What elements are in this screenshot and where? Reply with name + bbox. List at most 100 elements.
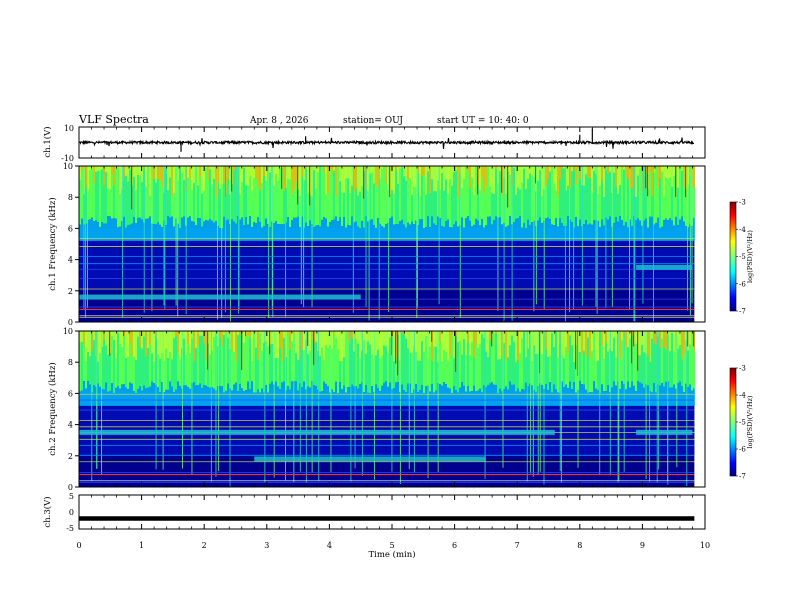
spectrogram-column bbox=[679, 166, 682, 220]
spectrogram-high-energy bbox=[353, 166, 355, 192]
spectrogram-transition bbox=[575, 217, 577, 241]
spectrogram-high-energy bbox=[393, 331, 395, 362]
spectrogram-transition bbox=[485, 387, 487, 406]
spectrogram-transition bbox=[353, 222, 355, 241]
spectrogram-transition bbox=[141, 390, 143, 406]
spectrogram-transition bbox=[171, 216, 173, 241]
spectrogram-column bbox=[473, 166, 476, 225]
spectrogram-column bbox=[353, 166, 356, 223]
spectrogram-transition bbox=[371, 386, 373, 406]
spectrogram-transition bbox=[487, 216, 489, 241]
spectrogram-high-energy bbox=[693, 166, 695, 188]
spectrogram-column bbox=[279, 166, 282, 225]
spectrogram-transition bbox=[227, 383, 229, 406]
spectrogram-transition bbox=[545, 217, 547, 241]
spectrogram-transition bbox=[541, 385, 543, 406]
spectrogram-high-energy bbox=[173, 166, 175, 194]
spectrogram-high-energy bbox=[79, 331, 81, 343]
spectrogram-high-energy bbox=[505, 331, 507, 361]
spectrogram-transition bbox=[453, 386, 455, 406]
spectrogram-column bbox=[101, 166, 104, 223]
spectrogram-high-energy bbox=[593, 331, 595, 333]
spectrogram-transition bbox=[223, 392, 225, 406]
spectrogram-transition bbox=[677, 225, 679, 241]
spectrogram-column bbox=[665, 331, 668, 382]
spectrogram-high-energy bbox=[275, 331, 277, 359]
spectrogram-column bbox=[405, 166, 408, 228]
spectrogram-transition bbox=[581, 384, 583, 406]
spectrogram-column bbox=[485, 331, 488, 388]
spectrogram-high-energy bbox=[369, 331, 371, 345]
spectrogram-high-energy bbox=[603, 331, 605, 359]
spectrogram-transition bbox=[445, 221, 447, 241]
spectrogram-high-energy bbox=[377, 331, 379, 350]
spectrogram-column bbox=[113, 331, 116, 394]
spectrogram-high-energy bbox=[659, 166, 661, 180]
spectrogram-high-energy bbox=[631, 166, 633, 188]
spectrogram-column bbox=[173, 166, 176, 227]
spectrogram-transition bbox=[547, 390, 549, 406]
spectrogram-high-energy bbox=[283, 331, 285, 338]
spectrogram-transition bbox=[313, 385, 315, 406]
spectrogram-high-energy bbox=[171, 166, 173, 197]
spectrogram-column bbox=[601, 166, 604, 220]
spectrogram-high-energy bbox=[259, 166, 261, 191]
spectrogram-high-energy bbox=[639, 166, 641, 169]
spectrogram-transition bbox=[133, 217, 135, 241]
spectrogram-transition bbox=[159, 224, 161, 241]
colorbar-tick-label: -7 bbox=[739, 473, 746, 481]
spectrogram-transition bbox=[599, 227, 601, 241]
spectrogram-transition bbox=[381, 226, 383, 241]
spectrogram-column bbox=[605, 331, 608, 392]
spectrogram-column bbox=[313, 166, 316, 228]
spectrogram-high-energy bbox=[507, 331, 509, 358]
spectrogram-transition bbox=[449, 227, 451, 241]
spectrogram-column bbox=[209, 166, 212, 220]
spectrogram-high-energy bbox=[209, 166, 211, 170]
spectrogram-transition bbox=[147, 218, 149, 241]
spectrogram-high-energy bbox=[161, 331, 163, 353]
spectrogram-column bbox=[639, 166, 642, 221]
spectrogram-column bbox=[141, 166, 144, 220]
spectrogram-column bbox=[139, 331, 142, 387]
spectrogram-high-energy bbox=[603, 166, 605, 197]
spectrogram-transition bbox=[157, 387, 159, 406]
y-tick-label: 2 bbox=[68, 287, 73, 296]
spectrogram-column bbox=[369, 166, 372, 221]
spectrogram-transition bbox=[527, 219, 529, 241]
spectrogram-column bbox=[259, 166, 262, 222]
spectrogram-transition bbox=[313, 227, 315, 241]
spectrogram-column bbox=[181, 166, 184, 218]
spectrogram-column bbox=[669, 166, 672, 219]
spectrogram-column bbox=[123, 166, 126, 217]
spectrogram-transition bbox=[541, 223, 543, 241]
spectrogram-transition bbox=[693, 388, 695, 406]
spectrogram-high-energy bbox=[219, 166, 221, 189]
spectrogram-transition bbox=[591, 392, 593, 406]
spectrogram-column bbox=[223, 331, 226, 393]
spectrogram-transition bbox=[487, 385, 489, 406]
spectrogram-transition bbox=[609, 216, 611, 241]
spectrogram-high-energy bbox=[143, 331, 145, 337]
spectrogram-transition bbox=[87, 219, 89, 241]
spectrogram-high-energy bbox=[453, 166, 455, 173]
spectrogram-column bbox=[163, 331, 166, 393]
spectrogram-column bbox=[531, 166, 534, 223]
spectrogram-high-energy bbox=[425, 166, 427, 195]
spectrogram-column bbox=[571, 331, 574, 390]
spectrogram-column bbox=[613, 331, 616, 382]
spectrogram-transition bbox=[97, 222, 99, 241]
spectrogram-transition bbox=[647, 227, 649, 241]
spectrogram-column bbox=[603, 331, 606, 392]
spectrogram-high-energy bbox=[385, 331, 387, 347]
spectrogram-transition bbox=[139, 386, 141, 406]
spectrogram-column bbox=[365, 331, 368, 386]
spectrogram-high-energy bbox=[465, 331, 467, 356]
spectrogram-column bbox=[331, 331, 334, 390]
spectrogram-high-energy bbox=[179, 331, 181, 360]
header-date: Apr. 8 , 2026 bbox=[249, 116, 309, 126]
spectrogram-column bbox=[607, 166, 610, 220]
spectrogram-high-energy bbox=[91, 166, 93, 169]
spectrogram-high-energy bbox=[221, 331, 223, 347]
spectrogram-high-energy bbox=[345, 166, 347, 179]
